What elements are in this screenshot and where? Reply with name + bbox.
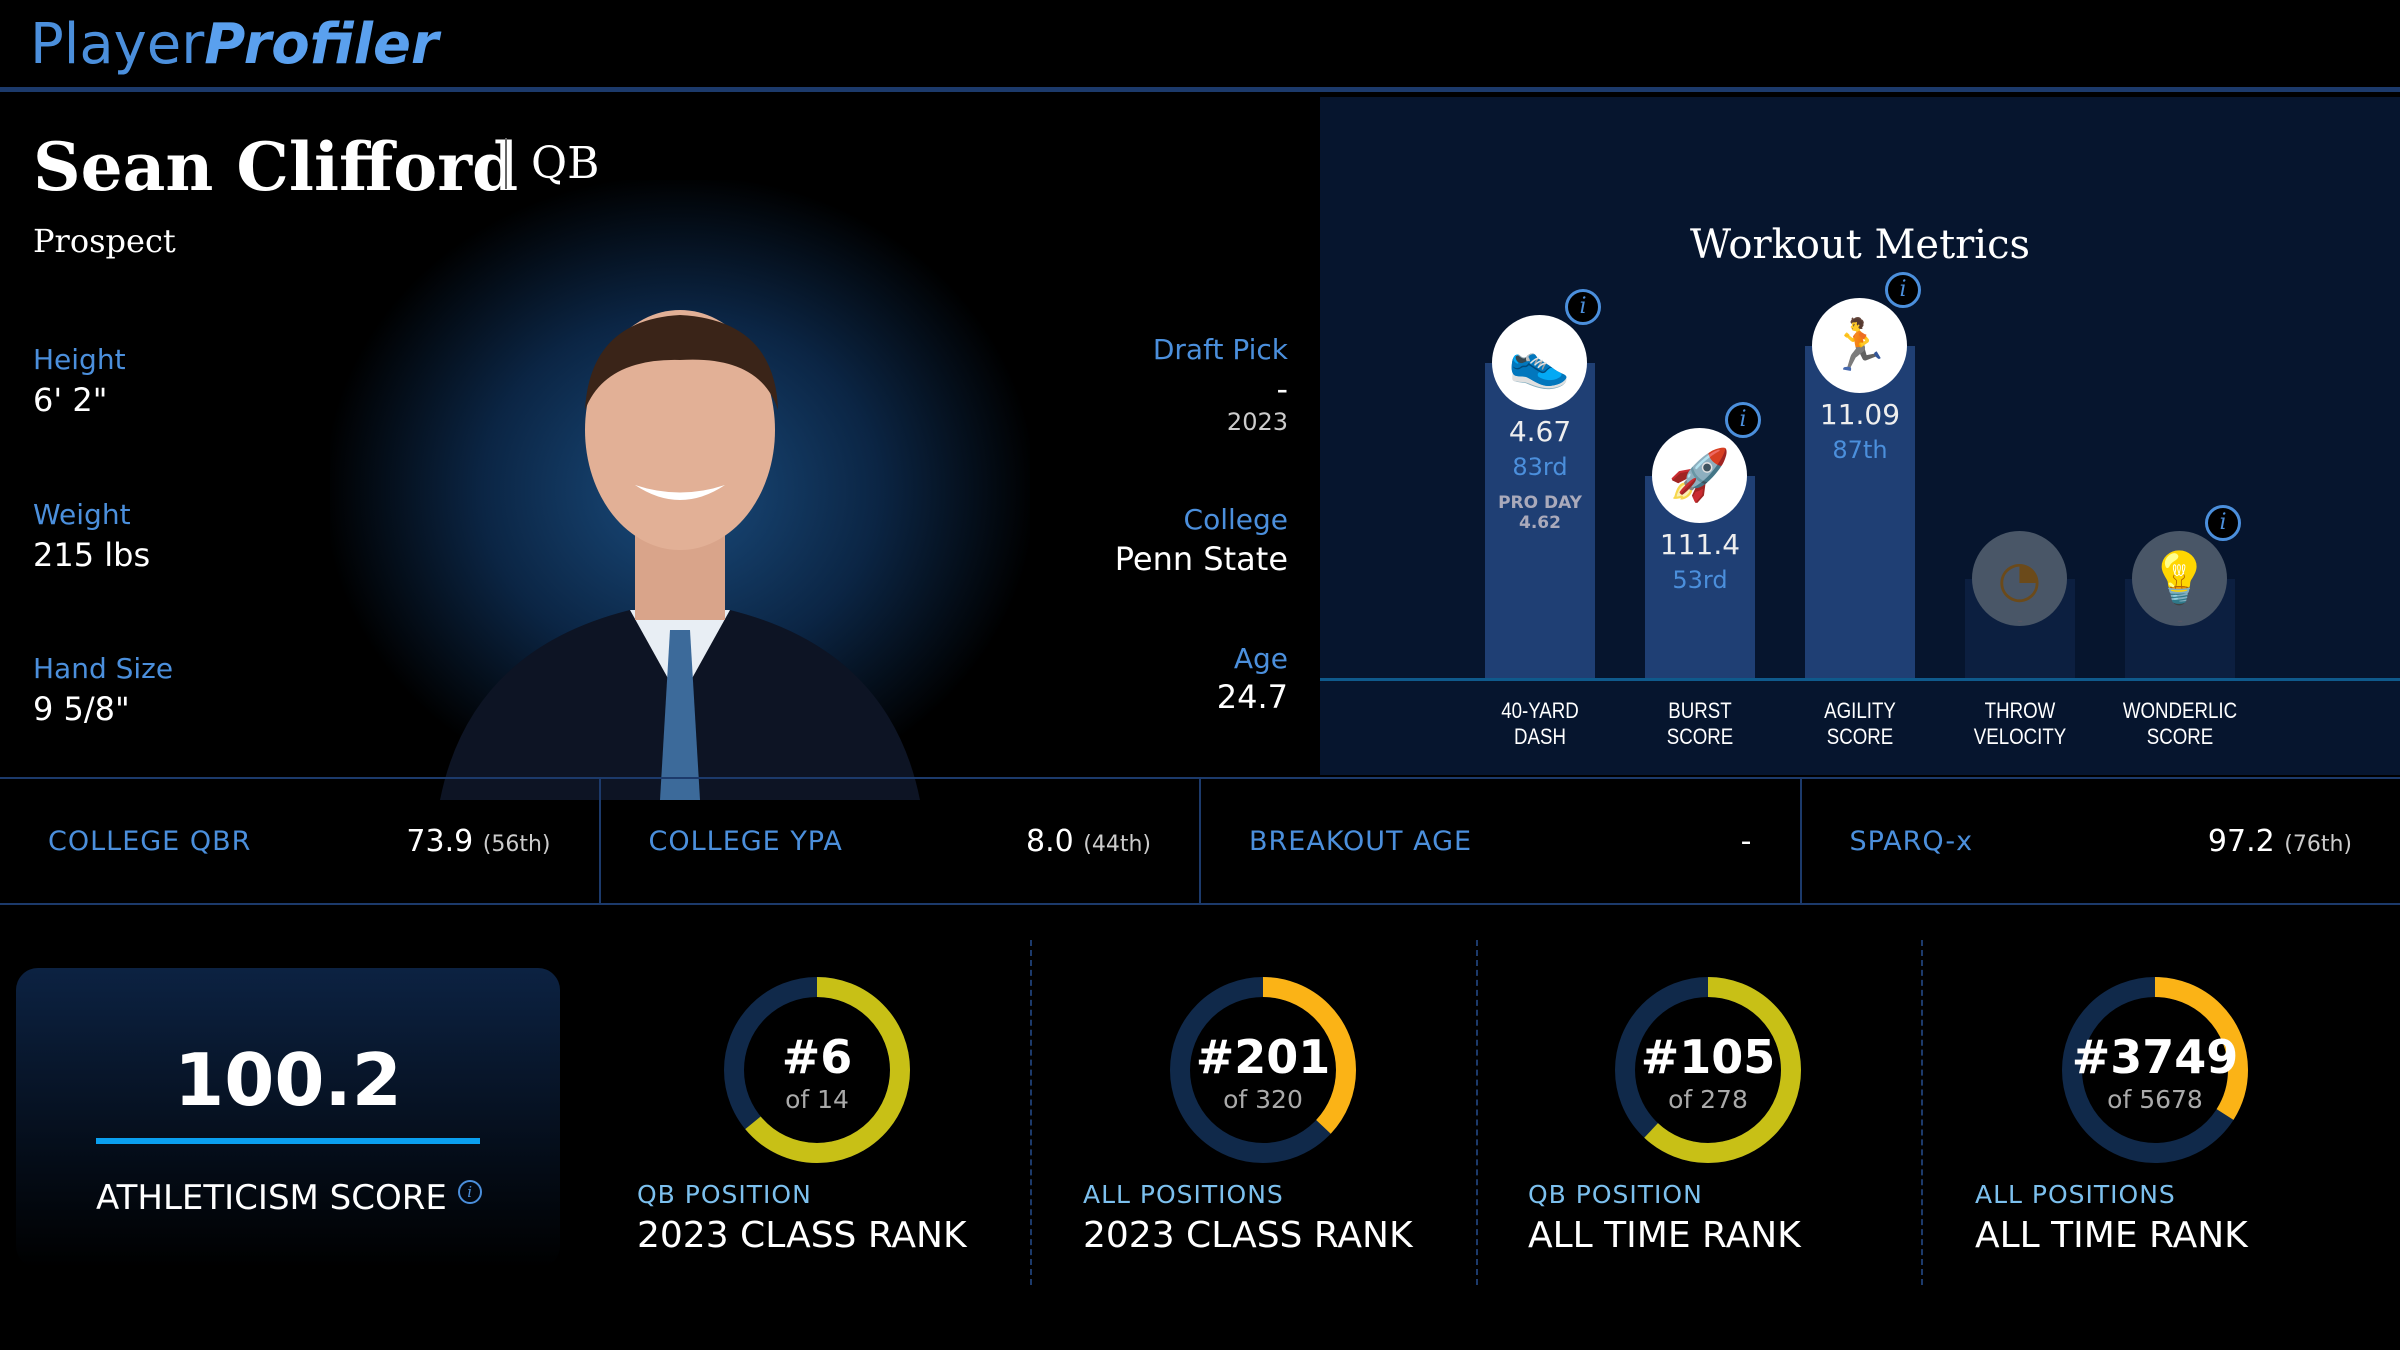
info-icon[interactable]: i xyxy=(1565,289,1601,325)
metric-value: - xyxy=(2017,611,2023,630)
stat-label: SPARQ-x xyxy=(1849,825,1974,857)
rank-donut xyxy=(2062,977,2248,1163)
rank-title: ALL TIME RANK xyxy=(1528,1215,1801,1256)
rank-donut-fill xyxy=(2062,977,2248,1163)
metric-percentile: 87th xyxy=(1832,436,1888,464)
divider xyxy=(1476,940,1478,1285)
info-icon[interactable]: i xyxy=(1725,402,1761,438)
rank-of: of 320 xyxy=(1223,1085,1303,1114)
metric-percentile: 53rd xyxy=(1672,566,1728,594)
rank-donut-fill xyxy=(1615,977,1801,1163)
rank-donut xyxy=(724,977,910,1163)
athleticism-bar xyxy=(96,1138,480,1144)
stat-breakout-age: BREAKOUT AGE - xyxy=(1201,779,1802,903)
stat-value: 8.0 (44th) xyxy=(1026,823,1151,859)
player-name: Sean Clifford xyxy=(33,128,519,206)
logo[interactable]: PlayerProfiler xyxy=(30,12,439,77)
height-value: 6' 2" xyxy=(33,381,108,419)
stat-value: 73.9 (56th) xyxy=(406,823,551,859)
rank-donut-fill xyxy=(724,977,910,1163)
rank-donut-fill xyxy=(1170,977,1356,1163)
weight-label: Weight xyxy=(33,498,131,531)
rank-number: #3749 xyxy=(2071,1030,2239,1084)
stat-label: BREAKOUT AGE xyxy=(1249,825,1473,857)
rank-number: #6 xyxy=(781,1030,853,1084)
metric-label: WONDERLIC SCORE xyxy=(2122,698,2238,749)
rank-of: of 14 xyxy=(785,1085,849,1114)
college-label: College xyxy=(1183,503,1288,536)
chart-baseline xyxy=(1320,678,2400,681)
rank-of: of 5678 xyxy=(2107,1085,2203,1114)
rank-title: 2023 CLASS RANK xyxy=(637,1215,967,1256)
weight-value: 215 lbs xyxy=(33,536,151,574)
logo-text-player: Player xyxy=(30,12,205,77)
stat-value: 97.2 (76th) xyxy=(2207,823,2352,859)
metric-value: 111.4 xyxy=(1659,528,1741,561)
stat-sparq-x: SPARQ-x 97.2 (76th) xyxy=(1802,779,2400,903)
shoe-icon: 👟 xyxy=(1492,315,1587,410)
divider xyxy=(1921,940,1923,1285)
metric-value: - xyxy=(2177,611,2183,630)
rank-donut xyxy=(1615,977,1801,1163)
athleticism-card: 100.2 ATHLETICISM SCORE i xyxy=(16,968,560,1268)
hand-size-value: 9 5/8" xyxy=(33,690,130,728)
metric-label: THROW VELOCITY xyxy=(1973,698,2067,749)
rank-title: ALL TIME RANK xyxy=(1975,1215,2248,1256)
height-label: Height xyxy=(33,343,126,376)
athleticism-score-value: 100.2 xyxy=(174,1038,402,1122)
stat-label: COLLEGE YPA xyxy=(648,825,843,857)
info-icon[interactable]: i xyxy=(1885,272,1921,308)
rank-of: of 278 xyxy=(1668,1085,1748,1114)
draft-pick-value: - xyxy=(1276,370,1288,408)
header: PlayerProfiler xyxy=(0,0,2400,92)
stat-college-ypa: COLLEGE YPA 8.0 (44th) xyxy=(601,779,1201,903)
rank-number: #105 xyxy=(1640,1030,1776,1084)
age-value: 24.7 xyxy=(1216,678,1288,716)
metric-value: 4.67 xyxy=(1508,415,1572,448)
hand-size-label: Hand Size xyxy=(33,652,174,685)
rank-title: 2023 CLASS RANK xyxy=(1083,1215,1413,1256)
draft-pick-label: Draft Pick xyxy=(1152,333,1288,366)
college-value: Penn State xyxy=(1114,540,1288,578)
info-icon[interactable]: i xyxy=(457,1179,482,1204)
rocket-icon: 🚀 xyxy=(1652,428,1747,523)
stats-row: COLLEGE QBR 73.9 (56th) COLLEGE YPA 8.0 (4… xyxy=(0,777,2400,905)
gauge-icon: ◔ xyxy=(1972,531,2067,626)
bar-2 xyxy=(1805,346,1915,678)
player-silhouette-icon xyxy=(440,310,920,800)
metric-label: BURST SCORE xyxy=(1666,698,1734,749)
stat-label: COLLEGE QBR xyxy=(48,825,252,857)
stat-college-qbr: COLLEGE QBR 73.9 (56th) xyxy=(0,779,601,903)
rank-donut xyxy=(1170,977,1356,1163)
runner-icon: 🏃 xyxy=(1812,298,1907,393)
rank-scope: QB POSITION xyxy=(637,1180,812,1209)
rank-number: #201 xyxy=(1195,1030,1331,1084)
rank-scope: QB POSITION xyxy=(1528,1180,1703,1209)
player-status: Prospect xyxy=(33,222,176,260)
divider xyxy=(1030,940,1032,1285)
stat-value: - xyxy=(1740,823,1752,859)
info-icon[interactable]: i xyxy=(2205,505,2241,541)
rank-scope: ALL POSITIONS xyxy=(1083,1180,1284,1209)
bar-0 xyxy=(1485,363,1595,678)
logo-text-profiler: Profiler xyxy=(204,12,439,77)
metric-percentile: 83rd xyxy=(1512,453,1568,481)
draft-year: 2023 xyxy=(1226,408,1288,436)
age-label: Age xyxy=(1233,642,1288,675)
lightbulb-icon: 💡 xyxy=(2132,531,2227,626)
player-photo xyxy=(330,180,1030,800)
metric-value: 11.09 xyxy=(1819,398,1901,431)
workout-metrics-title: Workout Metrics xyxy=(1689,222,2031,268)
pro-day: PRO DAY 4.62 xyxy=(1498,493,1582,533)
athleticism-label: ATHLETICISM SCORE i xyxy=(96,1178,482,1218)
metric-label: 40-YARD DASH xyxy=(1501,698,1579,749)
player-position: QB xyxy=(505,138,599,189)
metric-label: AGILITY SCORE xyxy=(1824,698,1896,749)
rank-scope: ALL POSITIONS xyxy=(1975,1180,2176,1209)
